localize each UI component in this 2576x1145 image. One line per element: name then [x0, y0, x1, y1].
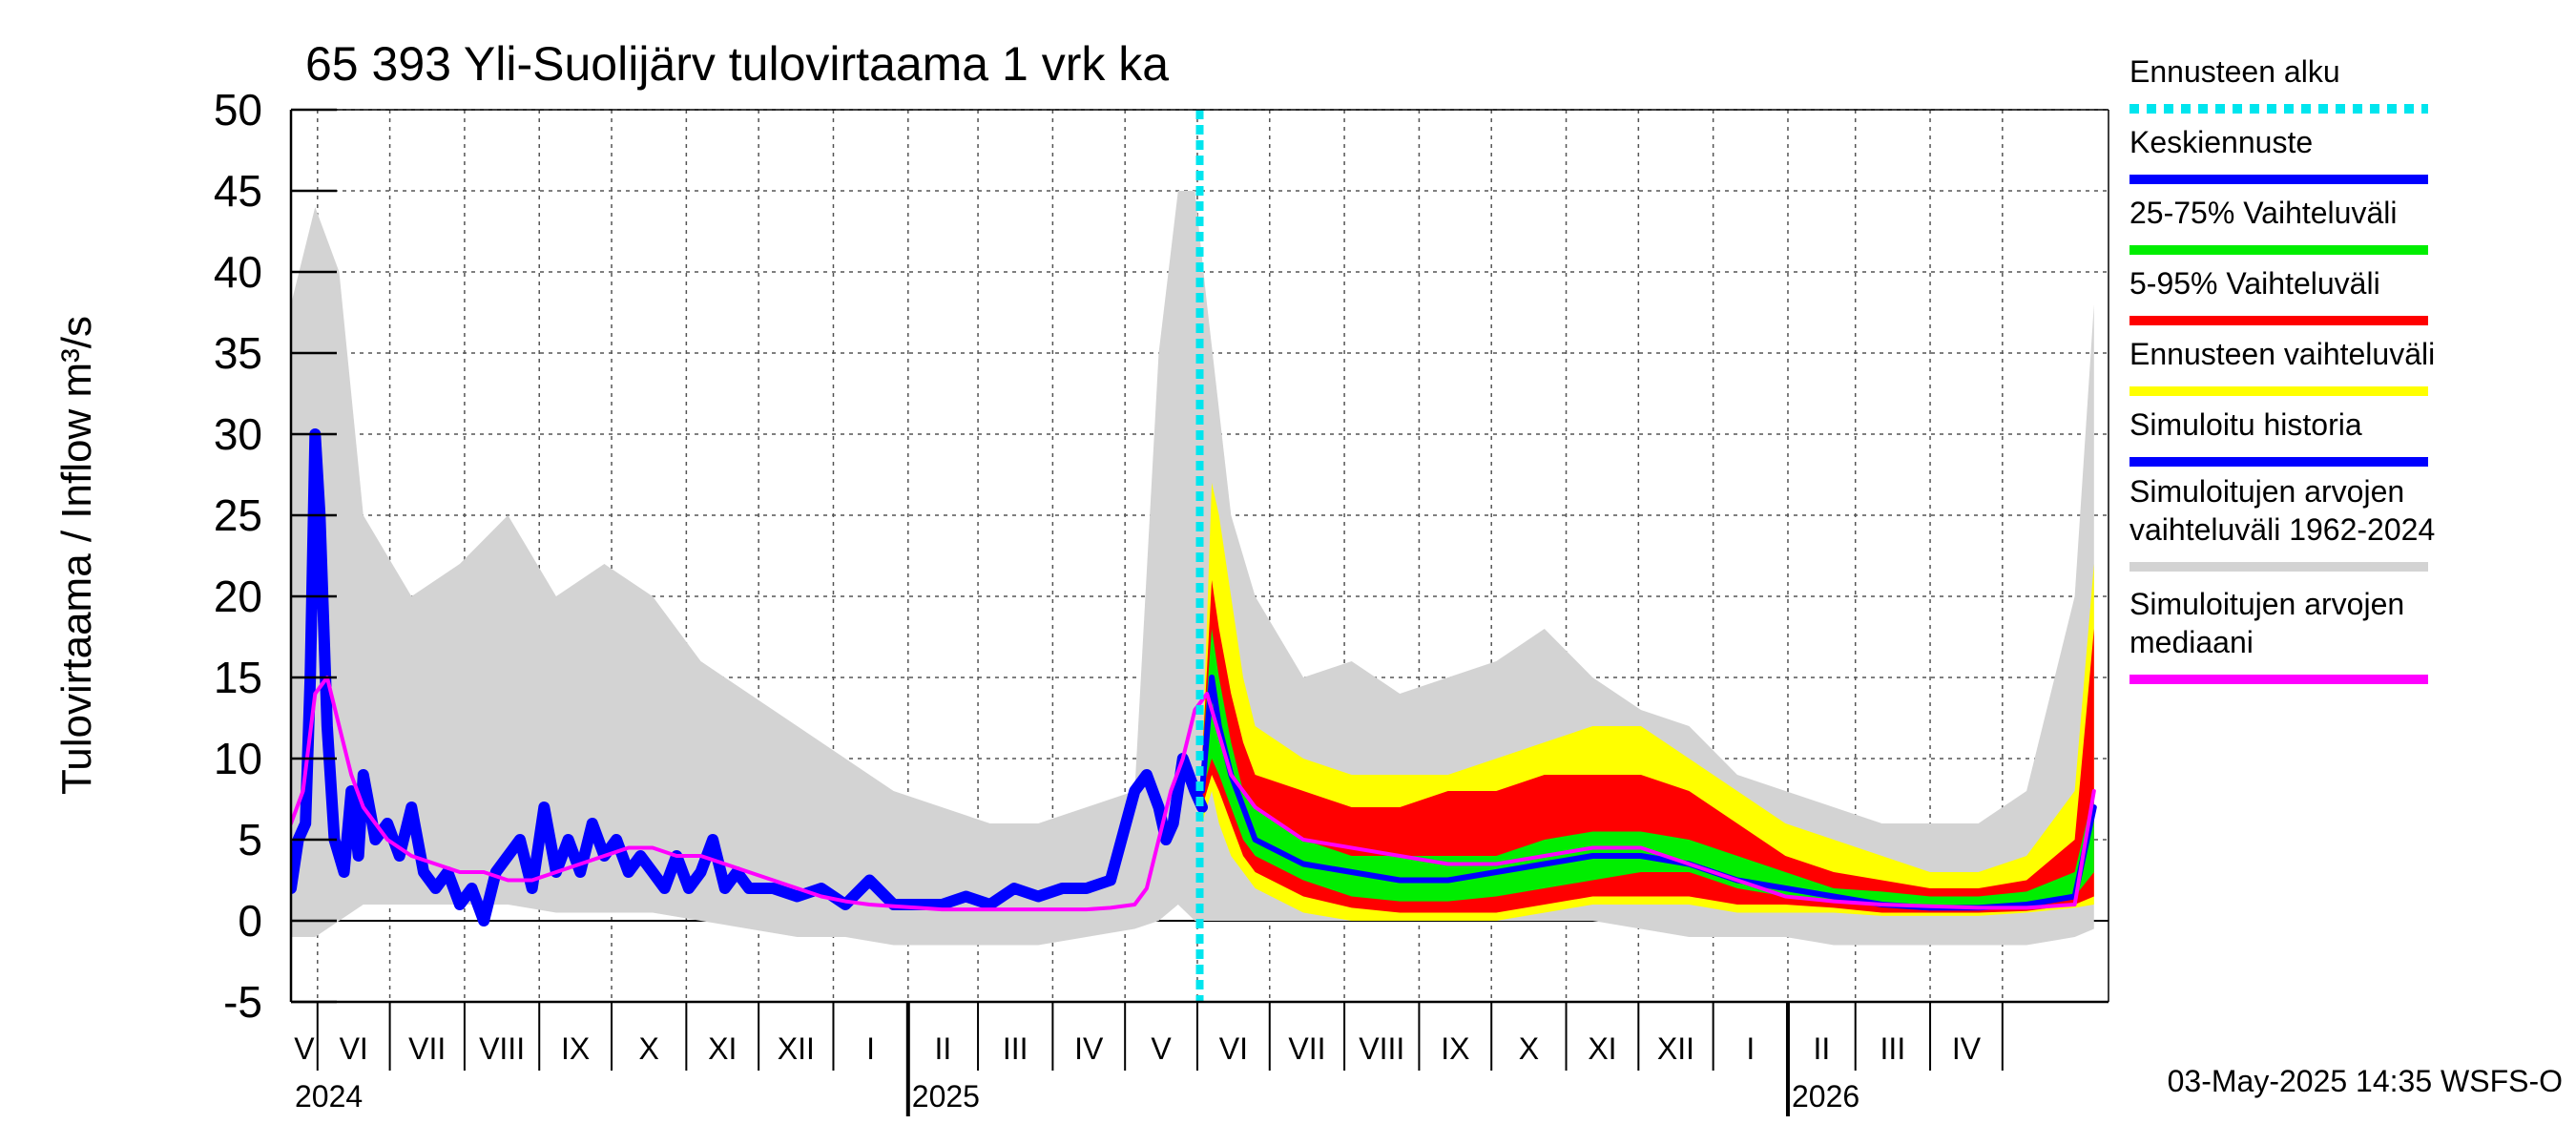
x-month-label: XI	[1588, 1031, 1616, 1066]
y-tick-label: 10	[214, 734, 262, 783]
x-month-label: VI	[1219, 1031, 1248, 1066]
x-month-label: VII	[1288, 1031, 1325, 1066]
legend-label: 25-75% Vaihteluväli	[2129, 196, 2397, 230]
chart-title: 65 393 Yli-Suolijärv tulovirtaama 1 vrk …	[305, 37, 1169, 91]
legend: Ennusteen alku Keskiennuste 25-75% Vaihtel…	[2129, 54, 2435, 684]
x-year-label: 2024	[295, 1079, 363, 1114]
y-tick-label: 45	[214, 166, 262, 216]
x-month-label: V	[294, 1031, 315, 1066]
x-month-label: VI	[340, 1031, 368, 1066]
x-year-label: 2026	[1792, 1079, 1859, 1114]
x-month-label: XII	[778, 1031, 815, 1066]
y-tick-label: 20	[214, 572, 262, 621]
legend-label: mediaani	[2129, 625, 2254, 659]
y-axis-label: Tulovirtaama / Inflow m³/s	[53, 316, 100, 795]
x-month-label: IV	[1074, 1031, 1104, 1066]
y-tick-label: 5	[238, 815, 262, 864]
x-month-label: VIII	[479, 1031, 525, 1066]
legend-label: Simuloitu historia	[2129, 407, 2362, 442]
y-tick-label: 15	[214, 653, 262, 702]
y-tick-label: 35	[214, 328, 262, 378]
band-5-95-vaihteluv-li	[1202, 580, 2094, 913]
x-month-label: VII	[408, 1031, 446, 1066]
x-month-label: VIII	[1359, 1031, 1404, 1066]
x-month-label: IX	[1441, 1031, 1469, 1066]
x-month-label: IV	[1952, 1031, 1982, 1066]
line-simuloitu-historia	[291, 428, 1208, 926]
line-simuloitujen-arvojen-mediaani	[291, 676, 2096, 912]
x-year-label: 2025	[912, 1079, 980, 1114]
x-month-label: V	[1151, 1031, 1172, 1066]
series-layer	[291, 110, 2097, 1002]
x-month-label: II	[935, 1031, 952, 1066]
x-month-label: IX	[561, 1031, 590, 1066]
y-tick-label: 50	[214, 85, 262, 135]
x-month-label: II	[1813, 1031, 1830, 1066]
y-tick-label: 0	[238, 896, 262, 946]
x-month-label: I	[1746, 1031, 1755, 1066]
y-tick-label: 40	[214, 247, 262, 297]
legend-label: Keskiennuste	[2129, 125, 2313, 159]
legend-label: Ennusteen alku	[2129, 54, 2340, 89]
legend-label: Ennusteen vaihteluväli	[2129, 337, 2435, 371]
legend-label: Simuloitujen arvojen	[2129, 474, 2404, 509]
legend-label: 5-95% Vaihteluväli	[2129, 266, 2380, 301]
x-month-label: XI	[708, 1031, 737, 1066]
y-tick-label: -5	[223, 977, 262, 1027]
x-month-label: III	[1880, 1031, 1906, 1066]
timestamp-footer: 03-May-2025 14:35 WSFS-O	[2168, 1064, 2563, 1098]
x-month-label: X	[639, 1031, 659, 1066]
legend-label: Simuloitujen arvojen	[2129, 587, 2404, 621]
x-month-label: I	[866, 1031, 875, 1066]
y-tick-label: 30	[214, 409, 262, 459]
x-month-label: X	[1519, 1031, 1539, 1066]
x-month-label: XII	[1657, 1031, 1694, 1066]
legend-label: vaihteluväli 1962-2024	[2129, 512, 2435, 547]
x-month-label: III	[1003, 1031, 1028, 1066]
y-tick-label: 25	[214, 490, 262, 540]
